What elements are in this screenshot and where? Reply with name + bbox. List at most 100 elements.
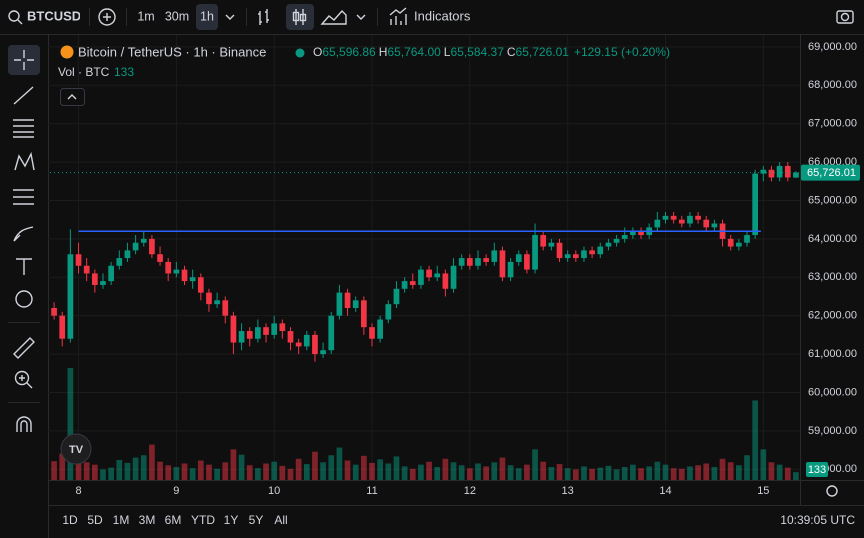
brush-tool[interactable] — [13, 226, 34, 242]
magnet-tool[interactable] — [16, 416, 32, 432]
symbol-clip: BTCUSDT — [27, 8, 89, 23]
symbol[interactable]: BTCUSDT — [27, 8, 89, 23]
candle-body — [670, 215, 677, 220]
icons-tool[interactable] — [15, 290, 33, 308]
volume-bar — [581, 466, 587, 480]
y-tick-label: 62,000.00 — [808, 310, 857, 322]
volume-bar — [132, 457, 139, 480]
area-icon[interactable] — [320, 9, 347, 25]
candle-body — [75, 254, 82, 266]
ruler-tool[interactable] — [13, 337, 35, 359]
volume-bar — [263, 463, 269, 480]
style-dropdown[interactable] — [356, 14, 366, 20]
volume-bar — [393, 456, 400, 480]
candle-body — [475, 258, 481, 266]
volume-bar — [793, 472, 799, 480]
candle-body — [51, 307, 57, 316]
volume-bar — [515, 468, 522, 480]
legend-title: Bitcoin / TetherUS · 1h · Binance — [78, 44, 266, 59]
volume-bar — [768, 462, 775, 480]
x-tick-label: 10 — [268, 485, 280, 497]
range-button[interactable]: 1D — [62, 513, 78, 527]
search-icon[interactable] — [8, 10, 20, 22]
volume-bar — [295, 458, 302, 480]
volume-bar — [605, 465, 612, 480]
volume-bar — [572, 469, 579, 480]
top-toolbar: BTCUSDT 1m 30m 1h Indicators — [0, 4, 864, 35]
candle-body — [157, 254, 163, 262]
volume-bar — [499, 457, 506, 480]
fib-tool[interactable] — [13, 119, 34, 138]
candles-icon[interactable] — [295, 9, 304, 25]
range-button[interactable]: 3M — [139, 513, 156, 527]
compare-button[interactable] — [98, 8, 116, 26]
snapshot-button[interactable] — [836, 10, 854, 24]
candle-body — [466, 258, 473, 266]
candle-body — [165, 261, 172, 274]
bars-icon[interactable] — [258, 9, 269, 25]
volume-bar — [450, 462, 457, 480]
volume-bar — [91, 464, 98, 480]
range-button[interactable]: 5D — [87, 513, 103, 527]
volume-bar — [303, 464, 310, 480]
volume-bar — [458, 465, 465, 480]
forecast-tool[interactable] — [13, 189, 34, 205]
active-tool-bg — [8, 45, 40, 75]
candle-body — [507, 261, 514, 278]
volume-label: 133 — [808, 464, 826, 476]
candle-body — [173, 269, 180, 274]
candle-body — [605, 242, 612, 247]
collapse-button[interactable] — [60, 88, 85, 106]
volume-bar — [67, 368, 74, 480]
candle-body — [124, 250, 131, 259]
zoom-tool[interactable] — [14, 370, 30, 386]
volume-bar — [670, 468, 677, 480]
volume-bar — [426, 461, 432, 480]
volume-bar — [377, 459, 384, 480]
last-price-tag — [801, 164, 860, 181]
last-price-label: 65,726.01 — [807, 167, 856, 179]
range-button[interactable]: 5Y — [249, 513, 264, 527]
crosshair-tool[interactable] — [14, 50, 34, 70]
x-tick-label: 14 — [659, 485, 671, 497]
y-tick-label: 59,000.00 — [808, 425, 857, 437]
candle-body — [336, 292, 343, 316]
volume-value: 133 — [114, 65, 134, 79]
interval-button[interactable]: 1h — [200, 9, 214, 23]
y-tick-label: 60,000.00 — [808, 386, 857, 398]
candle-body — [67, 254, 74, 339]
candle-body — [662, 215, 669, 220]
candle-body — [328, 315, 335, 351]
y-tick-label: 69,000.00 — [808, 41, 857, 53]
axes: 58,000.0059,000.0060,000.0061,000.0062,0… — [75, 41, 860, 497]
range-button[interactable]: 1M — [113, 513, 130, 527]
indicators-icon[interactable] — [389, 7, 407, 25]
volume-bar — [409, 468, 416, 480]
range-button[interactable]: 1Y — [224, 513, 239, 527]
volume-bar — [507, 465, 514, 480]
text-tool[interactable] — [16, 258, 32, 275]
pattern-tool[interactable] — [14, 151, 35, 171]
volume-bar — [369, 462, 375, 480]
indicators-button[interactable]: Indicators — [414, 8, 471, 23]
volume-bar — [246, 465, 253, 480]
tv-logo[interactable] — [60, 433, 92, 465]
candle-body — [418, 269, 424, 285]
axis-settings[interactable] — [826, 485, 838, 497]
ohlc: O65,596.86 H65,764.00 L65,584.37 C65,726.01… — [313, 45, 670, 59]
interval-button[interactable]: 30m — [165, 9, 189, 23]
x-tick-label: 13 — [562, 485, 574, 497]
range-button[interactable]: All — [274, 513, 287, 527]
range-button[interactable]: 6M — [165, 513, 182, 527]
volume-bar — [165, 465, 172, 480]
interval-button[interactable]: 1m — [137, 9, 154, 23]
interval-dropdown[interactable] — [225, 14, 235, 20]
candle-body — [491, 250, 498, 262]
volume-bar — [214, 468, 220, 480]
candle-body — [344, 292, 351, 308]
volume-bar — [540, 461, 547, 480]
clock: 10:39:05 UTC — [780, 513, 855, 527]
range-button[interactable]: YTD — [191, 513, 215, 527]
trendline-tool[interactable] — [13, 86, 34, 105]
volume-bar — [776, 464, 783, 480]
